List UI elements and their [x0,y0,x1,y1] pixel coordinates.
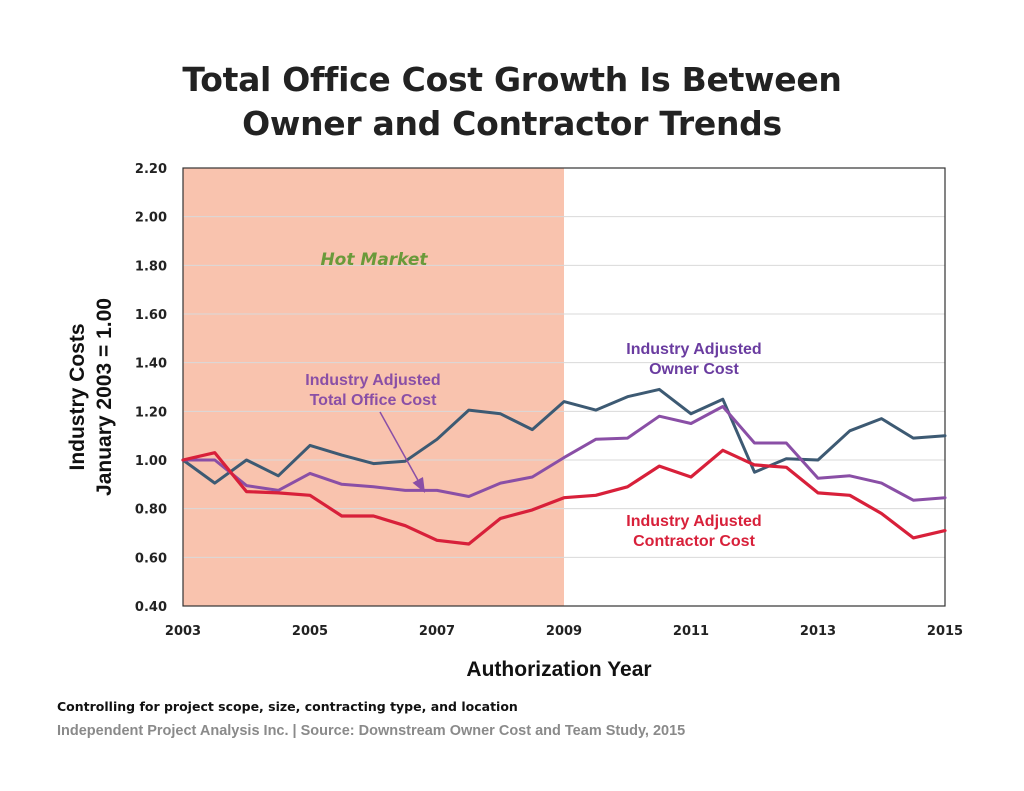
x-tick-label: 2009 [546,624,582,639]
plot-frame [182,167,946,607]
x-tick-label: 2011 [673,624,709,639]
y-tick-label: 0.60 [135,551,167,566]
hot-market-region [183,168,564,606]
chart-title-line-2: Owner and Contractor Trends [242,104,782,143]
owner-cost-label: Industry Adjusted [626,341,761,358]
y-tick-label: 0.80 [135,503,167,518]
y-axis-title: Industry Costs January 2003 = 1.00 [66,298,116,496]
contractor-cost-label: Industry Adjusted [626,513,761,530]
series-line-contractor [181,448,947,546]
total-office-cost-label: Total Office Cost [310,392,437,409]
owner-cost-label: Owner Cost [649,361,739,378]
x-axis-title: Authorization Year [466,658,651,681]
x-tick-label: 2015 [927,624,963,639]
contractor-cost-label: Contractor Cost [633,533,755,550]
hot-market-label: Hot Market [320,250,428,270]
source-credit: Independent Project Analysis Inc. | Sour… [57,723,686,739]
y-tick-label: 1.80 [135,259,167,274]
y-tick-label: 1.40 [135,357,167,372]
chart-title: Total Office Cost Growth Is Between Owne… [0,58,1024,146]
x-tick-label: 2007 [419,624,455,639]
x-tick-label: 2003 [165,624,201,639]
y-tick-label: 2.20 [135,162,167,177]
x-tick-label: 2005 [292,624,328,639]
total-office-arrow [379,411,426,493]
x-tick-label: 2013 [800,624,836,639]
y-tick-label: 2.00 [135,211,167,226]
y-tick-label: 1.60 [135,308,167,323]
y-tick-label: 1.00 [135,454,167,469]
series-line-owner [181,387,947,485]
footnote: Controlling for project scope, size, con… [57,699,518,714]
series-line-total-office [181,405,947,502]
chart-title-line-1: Total Office Cost Growth Is Between [182,60,842,99]
y-tick-label: 0.40 [135,600,167,615]
total-office-cost-label: Industry Adjusted [305,372,440,389]
y-tick-label: 1.20 [135,405,167,420]
